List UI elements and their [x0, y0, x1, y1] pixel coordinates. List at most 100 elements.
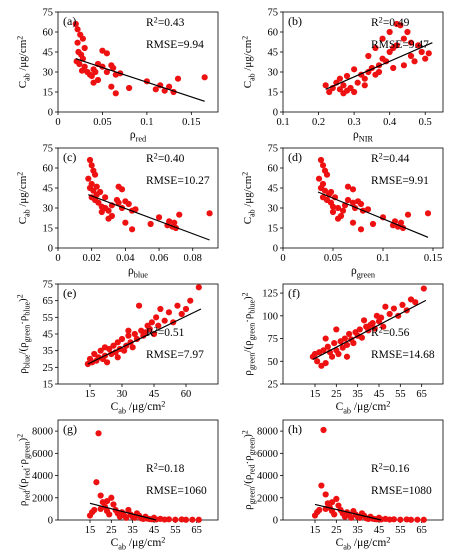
- data-point: [420, 516, 427, 523]
- data-point: [171, 219, 178, 226]
- y-tick-label: 45: [43, 48, 54, 59]
- y-tick-label: 65: [43, 296, 54, 307]
- x-tick-label: 35: [352, 525, 363, 536]
- data-point: [118, 335, 126, 343]
- data-point: [155, 214, 163, 221]
- y-tick-label: 2000: [32, 493, 53, 504]
- y-tick-label: 75: [268, 144, 279, 155]
- data-point: [343, 353, 351, 360]
- x-tick-label: 30: [117, 389, 128, 400]
- data-point: [112, 90, 119, 97]
- data-point: [103, 68, 110, 76]
- data-point: [322, 491, 329, 498]
- data-point: [201, 74, 208, 81]
- data-point: [411, 58, 418, 65]
- data-point: [157, 305, 164, 313]
- data-point: [129, 226, 136, 233]
- y-tick-label: 25: [43, 363, 54, 374]
- rmse-label: RMSE=1080: [371, 485, 432, 497]
- data-point: [331, 339, 338, 347]
- data-point: [93, 479, 100, 486]
- panel-h: 15 25 35 45 55 65 0 2000 4000 6000 8000 (h) R2=0.16 R…: [240, 419, 444, 550]
- data-point: [178, 310, 185, 318]
- data-point: [415, 42, 422, 49]
- data-point: [375, 68, 383, 76]
- data-point: [386, 48, 393, 56]
- y-tick-label: 6000: [32, 449, 53, 460]
- plot-frame: [282, 419, 444, 521]
- data-point: [320, 426, 327, 434]
- data-point: [101, 344, 109, 351]
- y-tick-label: 125: [262, 289, 278, 300]
- x-tick-label: 0.05: [93, 117, 111, 128]
- y-tick-label: 60: [268, 28, 279, 39]
- data-point: [187, 297, 194, 304]
- data-point: [349, 186, 357, 193]
- plot-frame: [57, 283, 219, 385]
- fit-line: [87, 308, 202, 365]
- y-tick-label: 30: [43, 68, 54, 79]
- data-point: [425, 50, 432, 57]
- plot-frame: [57, 147, 219, 249]
- data-point: [106, 511, 113, 518]
- panel-label: (a): [63, 14, 76, 28]
- data-point: [383, 58, 390, 65]
- data-point: [422, 55, 429, 62]
- data-point: [94, 76, 102, 84]
- data-point: [349, 219, 357, 226]
- x-tick-label: 0.06: [150, 253, 168, 264]
- data-point: [135, 302, 143, 309]
- panel-label: (d): [288, 150, 302, 164]
- data-point: [110, 342, 117, 349]
- y-tick-label: 4000: [32, 471, 53, 482]
- y-axis-label: Cab /μg/cm2: [240, 36, 256, 89]
- data-point: [340, 82, 347, 89]
- data-point: [351, 66, 358, 73]
- data-point: [404, 28, 411, 36]
- x-tick-label: 0.5: [419, 117, 432, 128]
- data-point: [91, 171, 99, 178]
- data-point: [379, 35, 386, 42]
- data-point: [334, 204, 342, 212]
- rmse-label: RMSE=9.94: [146, 39, 204, 51]
- data-point: [115, 199, 122, 206]
- data-point: [152, 86, 159, 93]
- data-point: [90, 79, 97, 86]
- r2-label: R2=0.18: [146, 461, 185, 475]
- y-tick-label: 30: [268, 68, 279, 79]
- rmse-label: RMSE=14.68: [371, 349, 435, 361]
- x-tick-label: 65: [416, 389, 427, 400]
- data-point: [372, 44, 379, 52]
- y-tick-label: 8000: [257, 427, 278, 438]
- data-point: [110, 501, 117, 508]
- data-point: [316, 506, 323, 514]
- x-tick-label: 55: [395, 525, 406, 536]
- panel-label: (e): [63, 286, 76, 300]
- y-tick-label: 0: [48, 244, 53, 255]
- data-point: [393, 42, 400, 49]
- panel-label: (b): [288, 14, 302, 28]
- r2-label: R2=0.16: [371, 461, 410, 475]
- data-point: [397, 219, 405, 226]
- x-tick-label: 0.1: [140, 117, 153, 128]
- x-axis-label: Cab /μg/cm2: [111, 399, 166, 415]
- data-point: [91, 506, 98, 514]
- data-point: [339, 207, 347, 214]
- data-point: [129, 344, 136, 351]
- data-point: [314, 358, 321, 365]
- rmse-label: RMSE=10.27: [146, 175, 210, 187]
- y-tick-label: 45: [268, 48, 279, 59]
- data-point: [360, 317, 368, 324]
- data-point: [123, 514, 130, 521]
- x-axis-label: ρgreen: [351, 265, 375, 280]
- x-axis-label: Cab /μg/cm2: [111, 535, 166, 550]
- x-tick-label: 0.15: [424, 253, 442, 264]
- plot-frame: [57, 11, 219, 113]
- data-point: [97, 347, 104, 354]
- data-point: [322, 359, 329, 367]
- r2-label: R2=0.51: [146, 325, 185, 339]
- data-point: [364, 206, 372, 213]
- r2-label: R2=0.44: [371, 151, 410, 165]
- data-point: [114, 354, 121, 361]
